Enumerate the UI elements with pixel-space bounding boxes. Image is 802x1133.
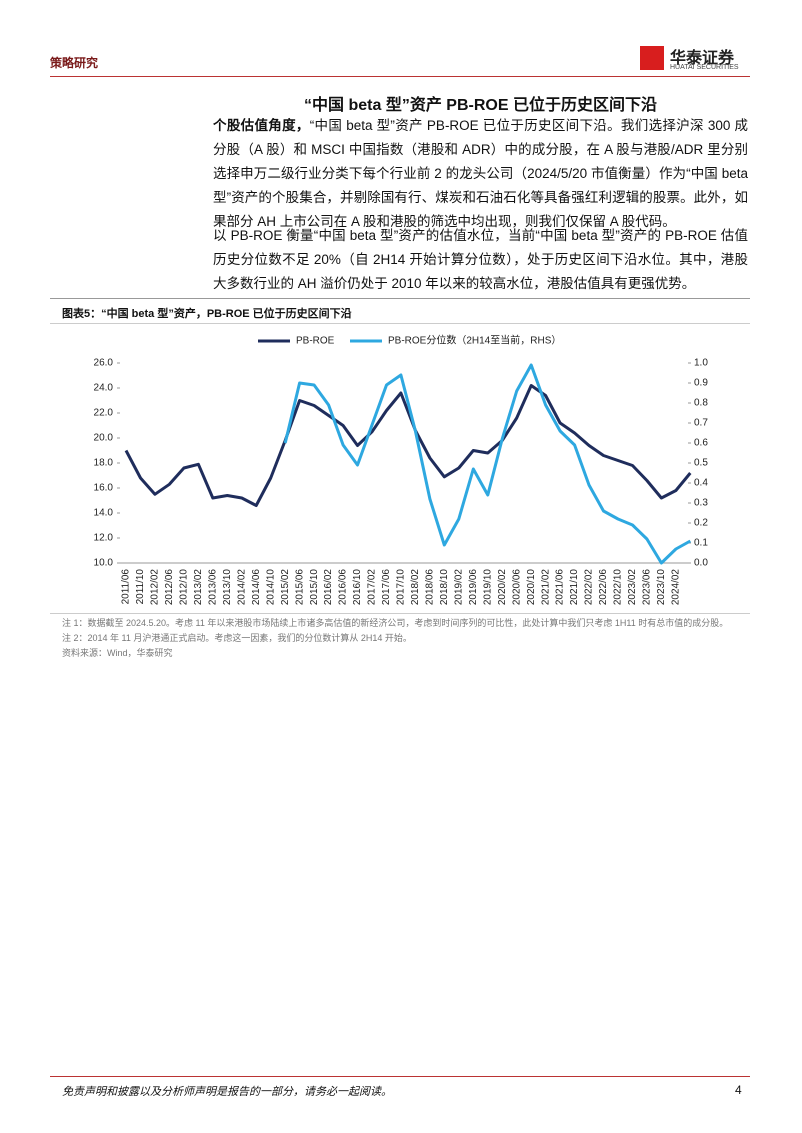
x-tick-label: 2019/06 bbox=[468, 569, 479, 606]
y-tick-label: 18.0 bbox=[94, 458, 114, 469]
paragraph-text: “中国 beta 型”资产 PB-ROE 已位于历史区间下沿。我们选择沪深 30… bbox=[213, 118, 749, 229]
paragraph: 个股估值角度，“中国 beta 型”资产 PB-ROE 已位于历史区间下沿。我们… bbox=[213, 114, 748, 234]
y2-tick-label: 0.0 bbox=[694, 558, 708, 569]
x-tick-label: 2011/10 bbox=[135, 569, 146, 605]
x-tick-label: 2021/02 bbox=[540, 569, 551, 606]
x-tick-label: 2012/02 bbox=[150, 569, 161, 606]
figure-title: 图表5：“中国 beta 型”资产，PB-ROE 已位于历史区间下沿 bbox=[62, 308, 352, 320]
x-tick-label: 2013/10 bbox=[222, 569, 233, 606]
x-tick-label: 2019/02 bbox=[453, 569, 464, 606]
y-tick-label: 26.0 bbox=[94, 358, 114, 369]
x-tick-label: 2017/02 bbox=[367, 569, 378, 606]
x-tick-label: 2018/10 bbox=[439, 569, 450, 606]
y2-tick-label: 0.9 bbox=[694, 378, 708, 389]
y-tick-label: 20.0 bbox=[94, 433, 114, 444]
y-tick-label: 24.0 bbox=[94, 383, 114, 394]
series-line bbox=[124, 384, 692, 507]
section-label: 策略研究 bbox=[50, 56, 99, 70]
x-tick-label: 2020/06 bbox=[511, 569, 522, 606]
x-tick-label: 2017/10 bbox=[396, 569, 407, 606]
x-tick-label: 2019/10 bbox=[482, 569, 493, 606]
x-tick-label: 2018/06 bbox=[425, 569, 436, 606]
footer-rule bbox=[50, 1076, 750, 1077]
disclaimer: 免责声明和披露以及分析师声明是报告的一部分，请务必一起阅读。 bbox=[62, 1086, 392, 1098]
heading: “中国 beta 型”资产 PB-ROE 已位于历史区间下沿 bbox=[304, 97, 657, 114]
y2-tick-label: 0.1 bbox=[694, 538, 708, 549]
y-tick-label: 12.0 bbox=[94, 533, 114, 544]
page-number: 4 bbox=[735, 1083, 742, 1097]
paragraph-text: 以 PB-ROE 衡量“中国 beta 型”资产的估值水位，当前“中国 beta… bbox=[213, 228, 748, 291]
figure-rule bbox=[50, 323, 750, 324]
source: 资料来源：Wind，华泰研究 bbox=[62, 648, 173, 658]
x-tick-label: 2018/02 bbox=[410, 569, 421, 606]
chart: 10.0 12.0 14.0 16.0 18.0 20.0 22.0 24.0 26.0 0.0 0… bbox=[94, 334, 709, 606]
x-tick-label: 2020/10 bbox=[526, 569, 537, 606]
series-line bbox=[283, 363, 692, 565]
x-tick-label: 2023/02 bbox=[627, 569, 638, 606]
x-tick-label: 2016/02 bbox=[323, 569, 334, 606]
x-tick-label: 2011/06 bbox=[121, 569, 132, 605]
x-tick-label: 2024/02 bbox=[671, 569, 682, 606]
y2-tick-label: 0.2 bbox=[694, 518, 708, 529]
x-tick-label: 2022/06 bbox=[598, 569, 609, 606]
legend-label: PB-ROE bbox=[296, 336, 335, 347]
x-tick-label: 2012/06 bbox=[164, 569, 175, 606]
y2-tick-label: 0.5 bbox=[694, 458, 708, 469]
x-tick-label: 2015/02 bbox=[280, 569, 291, 606]
x-tick-label: 2015/10 bbox=[309, 569, 320, 606]
x-tick-label: 2023/06 bbox=[642, 569, 653, 606]
paragraph: 以 PB-ROE 衡量“中国 beta 型”资产的估值水位，当前“中国 beta… bbox=[213, 224, 748, 296]
y2-tick-label: 0.4 bbox=[694, 478, 708, 489]
x-tick-label: 2012/10 bbox=[179, 569, 190, 606]
x-tick-label: 2015/06 bbox=[294, 569, 305, 606]
note: 注 1：数据截至 2024.5.20。考虑 11 年以来港股市场陆续上市诸多高估… bbox=[62, 618, 729, 628]
paragraph-lead: 个股估值角度， bbox=[213, 118, 310, 133]
x-tick-label: 2022/02 bbox=[584, 569, 595, 606]
y2-tick-label: 0.6 bbox=[694, 438, 708, 449]
logo-icon bbox=[640, 46, 664, 70]
x-tick-label: 2016/06 bbox=[338, 569, 349, 606]
x-tick-label: 2021/06 bbox=[555, 569, 566, 606]
y2-tick-label: 0.8 bbox=[694, 398, 708, 409]
figure-rule bbox=[50, 613, 750, 614]
x-tick-label: 2023/10 bbox=[656, 569, 667, 606]
y2-tick-label: 1.0 bbox=[694, 358, 708, 369]
header-rule bbox=[50, 76, 750, 77]
y-tick-label: 14.0 bbox=[94, 508, 114, 519]
x-tick-label: 2022/10 bbox=[613, 569, 624, 606]
x-tick-label: 2014/06 bbox=[251, 569, 262, 606]
figure-rule bbox=[50, 298, 750, 299]
x-tick-label: 2021/10 bbox=[569, 569, 580, 606]
x-tick-label: 2016/10 bbox=[352, 569, 363, 606]
x-tick-label: 2013/06 bbox=[207, 569, 218, 606]
x-tick-label: 2014/10 bbox=[265, 569, 276, 606]
x-tick-label: 2020/02 bbox=[497, 569, 508, 606]
y2-tick-label: 0.7 bbox=[694, 418, 708, 429]
y-tick-label: 22.0 bbox=[94, 408, 114, 419]
y-tick-label: 10.0 bbox=[94, 558, 114, 569]
legend-label: PB-ROE分位数（2H14至当前，RHS） bbox=[388, 334, 561, 347]
x-tick-label: 2014/02 bbox=[236, 569, 247, 606]
y2-tick-label: 0.3 bbox=[694, 498, 708, 509]
x-tick-label: 2017/06 bbox=[381, 569, 392, 606]
note: 注 2：2014 年 11 月沪港通正式启动。考虑这一因素，我们的分位数计算从 … bbox=[62, 633, 412, 643]
logo-subtext: HUATAI SECURITIES bbox=[670, 64, 739, 71]
logo-text: 华泰证券 bbox=[670, 50, 735, 67]
y-tick-label: 16.0 bbox=[94, 483, 114, 494]
x-tick-label: 2013/02 bbox=[193, 569, 204, 606]
